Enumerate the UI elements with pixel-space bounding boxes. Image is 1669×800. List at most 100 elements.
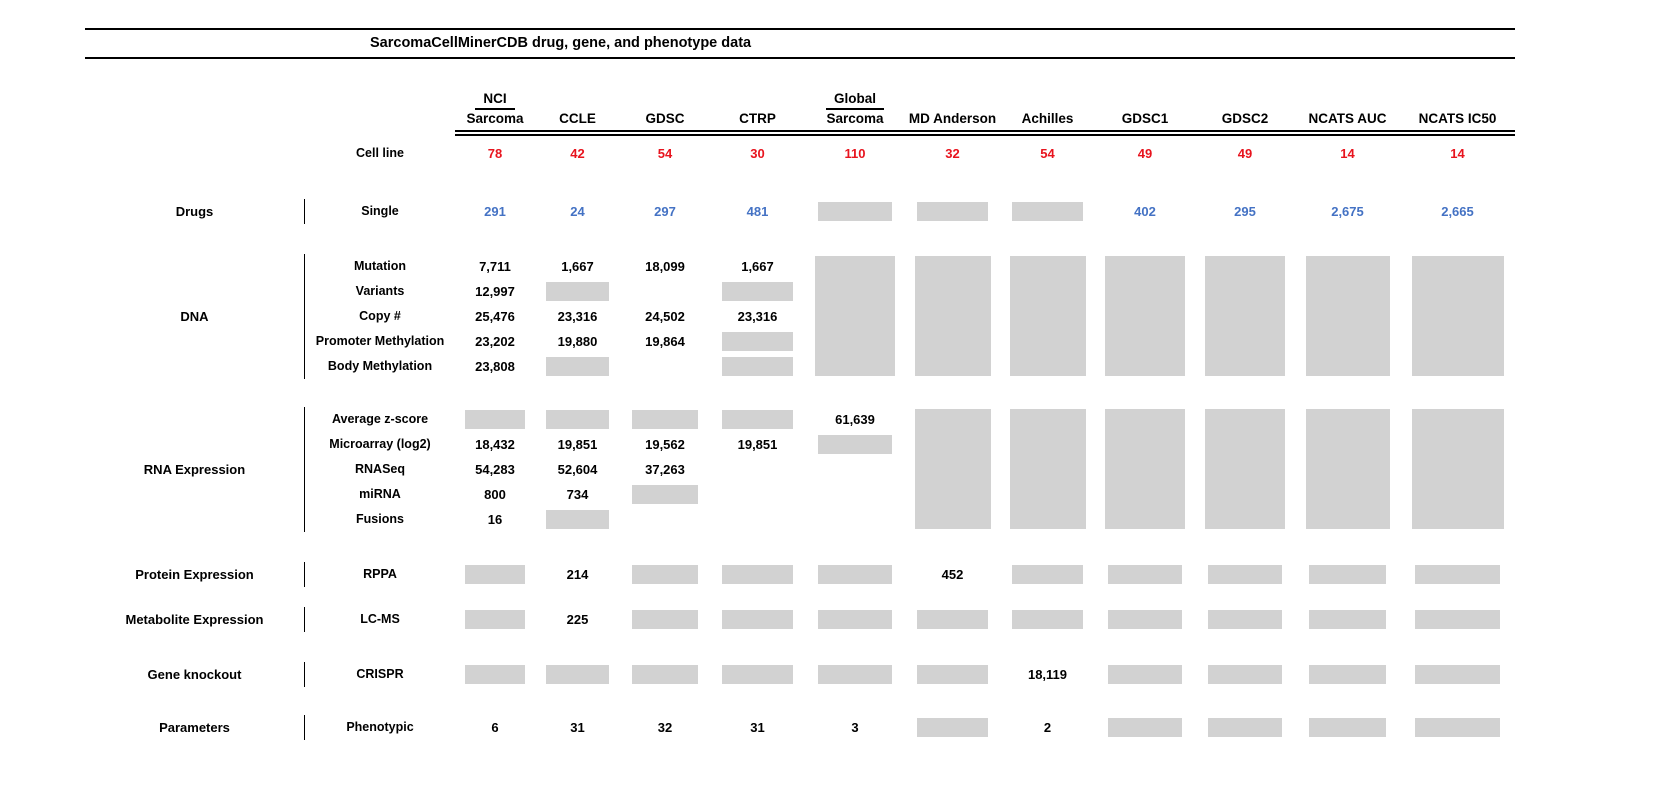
- cell-line-value: 49: [1137, 146, 1153, 161]
- data-cell: 481: [710, 199, 805, 224]
- data-sections: Drugs Single 291 24 297 481 402 295 2,675 2,665 DN…: [85, 198, 1515, 740]
- value: 225: [566, 611, 589, 627]
- row-label-microarray-log2: Microarray (log2): [329, 436, 431, 451]
- value: 402: [1134, 203, 1156, 219]
- data-cell: 2: [1000, 715, 1095, 740]
- column-header-gdsc: GDSC: [620, 85, 710, 127]
- value: 23,316: [737, 308, 778, 324]
- data-cell: [1000, 562, 1095, 587]
- value: 19,864: [645, 333, 685, 349]
- data-cell: [1400, 562, 1515, 587]
- data-cell: [905, 607, 1000, 632]
- data-cell: [805, 254, 905, 379]
- data-cell: [710, 662, 805, 687]
- data-cell: [805, 662, 905, 687]
- cell-line-value: 110: [844, 146, 866, 161]
- data-cell: 291: [455, 199, 535, 224]
- no-data-box: [465, 664, 525, 684]
- no-data-box: [1108, 609, 1182, 629]
- row-label-rppa: RPPA: [363, 566, 397, 581]
- no-data-box: [1414, 564, 1501, 584]
- data-cell: 24: [535, 199, 620, 224]
- data-cell: [620, 607, 710, 632]
- cell-line-label: Cell line: [356, 145, 404, 160]
- data-cell: 452: [905, 562, 1000, 587]
- data-cell: [1295, 254, 1400, 379]
- category-label: Protein Expression: [85, 561, 305, 587]
- no-data-box: [546, 281, 609, 301]
- row-label-lc-ms: LC-MS: [360, 611, 400, 626]
- data-cell: [1295, 607, 1400, 632]
- data-cell: [905, 199, 1000, 224]
- row-label-promoter-methylation: Promoter Methylation: [315, 333, 445, 348]
- data-cell: [1195, 562, 1295, 587]
- no-data-box: [722, 356, 793, 376]
- data-cell: 23,316: [535, 304, 620, 329]
- column-header-gdsc2: GDSC2: [1195, 85, 1295, 127]
- data-cell: 37,263: [620, 457, 710, 482]
- data-cell: [905, 254, 1000, 379]
- data-cell: [1000, 254, 1095, 379]
- no-data-box: [1208, 609, 1282, 629]
- no-data-box: [1105, 256, 1185, 376]
- value: 2,675: [1331, 203, 1364, 219]
- data-cell: [620, 662, 710, 687]
- header-double-rule: [455, 130, 1515, 136]
- category-label: Drugs: [85, 198, 305, 224]
- no-data-box: [722, 609, 793, 629]
- no-data-box: [1108, 564, 1182, 584]
- no-data-box: [815, 256, 895, 376]
- value: 19,851: [737, 436, 778, 452]
- data-cell: 225: [535, 607, 620, 632]
- no-data-box: [914, 256, 991, 376]
- column-header-label: CTRP: [739, 111, 776, 126]
- category-label: RNA Expression: [85, 406, 305, 532]
- data-cell: [905, 715, 1000, 740]
- no-data-box: [1414, 609, 1501, 629]
- title-band: SarcomaCellMinerCDB drug, gene, and phen…: [85, 28, 1515, 59]
- value: 481: [746, 203, 769, 219]
- value: 214: [566, 566, 589, 582]
- data-cell: [1400, 715, 1515, 740]
- data-cell: 214: [535, 562, 620, 587]
- data-cell: 402: [1095, 199, 1195, 224]
- no-data-box: [1009, 409, 1086, 529]
- no-data-box: [546, 664, 609, 684]
- category-label: Metabolite Expression: [85, 606, 305, 632]
- value: 52,604: [557, 461, 598, 477]
- no-data-box: [1414, 717, 1501, 737]
- data-cell: 19,851: [535, 432, 620, 457]
- column-header-gdsc1: GDSC1: [1095, 85, 1195, 127]
- column-header-ctrp: CTRP: [710, 85, 805, 127]
- data-cell: 19,864: [620, 329, 710, 354]
- column-header-global-sarcoma: Global Sarcoma: [805, 85, 905, 127]
- data-cell: [455, 662, 535, 687]
- no-data-box: [818, 664, 892, 684]
- cell-line-value: 49: [1237, 146, 1253, 161]
- data-cell: 7,711: [455, 254, 535, 279]
- value: 18,119: [1027, 666, 1068, 682]
- data-cell: [1000, 607, 1095, 632]
- cell-line-row: Cell line 78 42 54 30 110 32 54 49 49 14 14: [85, 141, 1515, 167]
- data-cell: [710, 279, 805, 304]
- row-label-single: Single: [361, 203, 399, 218]
- no-data-box: [1012, 201, 1083, 221]
- data-cell: [1000, 199, 1095, 224]
- column-header-ncats-ic50: NCATS IC50: [1400, 85, 1515, 127]
- column-header-label: Achilles: [1021, 111, 1074, 126]
- column-header-label: Sarcoma: [826, 111, 884, 126]
- data-cell: [1195, 607, 1295, 632]
- value: 31: [750, 719, 765, 735]
- no-data-box: [1012, 609, 1083, 629]
- column-header-line1: Global: [825, 90, 884, 110]
- data-cell: 24,502: [620, 304, 710, 329]
- value: 19,562: [645, 436, 685, 452]
- no-data-box: [465, 409, 525, 429]
- section-metabolite-expression: Metabolite Expression LC-MS 225: [85, 606, 1515, 632]
- data-cell: 31: [535, 715, 620, 740]
- value: 23,202: [475, 333, 515, 349]
- no-data-box: [546, 509, 609, 529]
- data-cell: [1295, 407, 1400, 532]
- data-cell: [1195, 254, 1295, 379]
